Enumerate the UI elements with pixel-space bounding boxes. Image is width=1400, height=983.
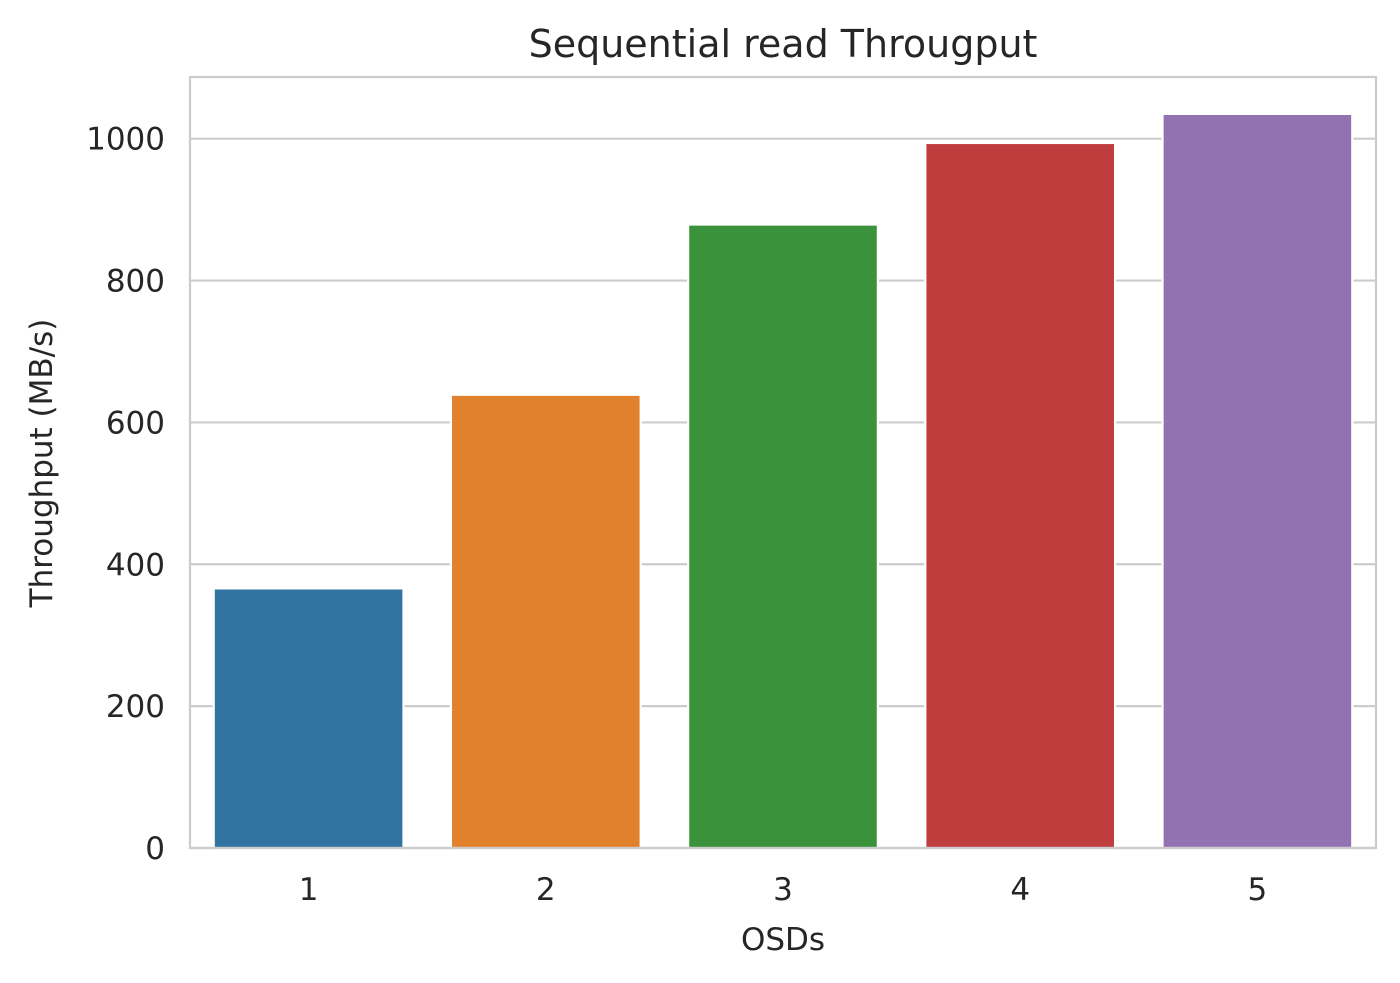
y-tick-label: 0 [145,831,165,867]
x-tick-label: 4 [1010,872,1030,908]
x-tick-label: 2 [536,872,556,908]
bar-3 [687,223,879,850]
bar-5 [1161,112,1354,850]
x-axis-label: OSDs [741,922,825,958]
bar-4 [924,141,1117,850]
y-tick-label: 800 [106,264,165,300]
x-axis-ticks: 1 2 3 4 5 [299,872,1268,908]
y-axis-ticks: 0 200 400 600 800 1000 [86,122,165,867]
y-tick-label: 1000 [86,122,165,158]
y-tick-label: 600 [106,405,165,441]
x-tick-label: 5 [1248,872,1268,908]
y-tick-label: 200 [106,689,165,725]
bars [212,112,1354,850]
x-tick-label: 1 [299,872,319,908]
x-tick-label: 3 [773,872,793,908]
chart-title: Sequential read Througput [529,22,1038,66]
y-axis-label: Throughput (MB/s) [24,319,60,609]
plot-area-frame [188,75,1378,850]
bar-1 [212,587,405,850]
y-tick-label: 400 [106,547,165,583]
bar-2 [449,393,642,850]
